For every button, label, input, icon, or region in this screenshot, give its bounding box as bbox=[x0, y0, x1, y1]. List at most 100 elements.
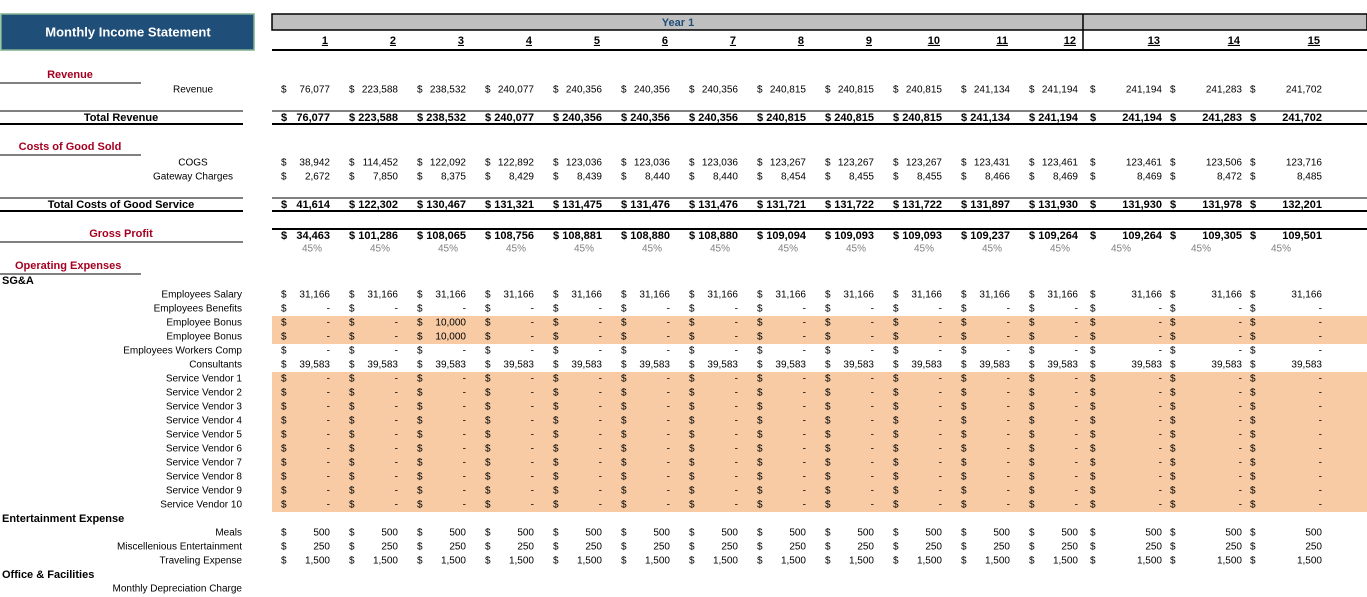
currency-sign: $ bbox=[1090, 374, 1096, 385]
currency-sign: $ bbox=[485, 388, 491, 399]
currency-sign: $ bbox=[1029, 500, 1035, 511]
row-label: Employees Salary bbox=[161, 290, 242, 301]
cell-value: - bbox=[1159, 472, 1162, 483]
currency-sign: $ bbox=[1250, 158, 1256, 169]
currency-sign: $ bbox=[349, 472, 355, 483]
currency-sign: $ bbox=[689, 304, 695, 315]
cell-value: - bbox=[599, 374, 602, 385]
currency-sign: $ bbox=[553, 528, 559, 539]
currency-sign: $ bbox=[349, 332, 355, 343]
currency-sign: $ bbox=[961, 458, 967, 469]
currency-sign: $ bbox=[417, 472, 423, 483]
currency-sign: $ bbox=[1250, 112, 1256, 124]
group-label: Office & Facilities bbox=[2, 569, 94, 581]
currency-sign: $ bbox=[1090, 199, 1096, 211]
cell-value: - bbox=[1159, 388, 1162, 399]
currency-sign: $ bbox=[281, 556, 287, 567]
cell-value: - bbox=[871, 500, 874, 511]
cell-value: - bbox=[803, 374, 806, 385]
cell-value: 39,583 bbox=[1211, 360, 1242, 371]
cell-value: - bbox=[1075, 472, 1078, 483]
currency-sign: $ bbox=[1250, 374, 1256, 385]
cell-value: 241,134 bbox=[974, 85, 1011, 96]
currency-sign: $ bbox=[485, 430, 491, 441]
cell-value: - bbox=[1159, 500, 1162, 511]
cell-value: 38,942 bbox=[299, 158, 330, 169]
cell-value: 109,093 bbox=[834, 230, 874, 242]
period-header: 3 bbox=[458, 35, 464, 47]
margin: 45% bbox=[982, 244, 1002, 255]
margin: 45% bbox=[914, 244, 934, 255]
cell-value: - bbox=[939, 318, 942, 329]
currency-sign: $ bbox=[621, 542, 627, 553]
period-header: 13 bbox=[1148, 35, 1160, 47]
currency-sign: $ bbox=[1090, 388, 1096, 399]
cell-value: - bbox=[463, 416, 466, 427]
cell-value: 250 bbox=[381, 542, 398, 553]
currency-sign: $ bbox=[893, 486, 899, 497]
cell-value: - bbox=[1239, 374, 1242, 385]
currency-sign: $ bbox=[1029, 199, 1035, 211]
currency-sign: $ bbox=[1029, 158, 1035, 169]
currency-sign: $ bbox=[1090, 500, 1096, 511]
currency-sign: $ bbox=[417, 112, 423, 124]
cell-value: - bbox=[1239, 458, 1242, 469]
cell-value: 131,722 bbox=[834, 199, 874, 211]
cell-value: 31,166 bbox=[911, 290, 942, 301]
cell-value: - bbox=[395, 346, 398, 357]
row-label: COGS bbox=[178, 158, 208, 169]
currency-sign: $ bbox=[553, 332, 559, 343]
cell-value: - bbox=[395, 500, 398, 511]
cell-value: 123,036 bbox=[566, 158, 603, 169]
cell-value: - bbox=[939, 402, 942, 413]
currency-sign: $ bbox=[1029, 346, 1035, 357]
cell-value: - bbox=[531, 346, 534, 357]
currency-sign: $ bbox=[825, 158, 831, 169]
currency-sign: $ bbox=[553, 318, 559, 329]
cell-value: - bbox=[531, 472, 534, 483]
cell-value: 500 bbox=[1145, 528, 1162, 539]
cell-value: - bbox=[871, 486, 874, 497]
section-heading: Costs of Good Sold bbox=[19, 141, 122, 153]
currency-sign: $ bbox=[1170, 346, 1176, 357]
currency-sign: $ bbox=[1090, 542, 1096, 553]
cell-value: - bbox=[803, 500, 806, 511]
cell-value: - bbox=[803, 458, 806, 469]
title-box bbox=[0, 13, 255, 51]
cell-value: 31,166 bbox=[1291, 290, 1322, 301]
cell-value: 250 bbox=[993, 542, 1010, 553]
currency-sign: $ bbox=[757, 416, 763, 427]
currency-sign: $ bbox=[349, 304, 355, 315]
currency-sign: $ bbox=[553, 112, 559, 124]
cell-value: 1,500 bbox=[781, 556, 806, 567]
cell-value: - bbox=[735, 472, 738, 483]
cell-value: 241,194 bbox=[1042, 85, 1079, 96]
currency-sign: $ bbox=[893, 290, 899, 301]
currency-sign: $ bbox=[1250, 402, 1256, 413]
cell-value: - bbox=[939, 486, 942, 497]
cell-value: 250 bbox=[313, 542, 330, 553]
currency-sign: $ bbox=[417, 318, 423, 329]
currency-sign: $ bbox=[961, 402, 967, 413]
cell-value: - bbox=[1007, 430, 1010, 441]
cell-value: - bbox=[1075, 374, 1078, 385]
cell-value: - bbox=[1239, 430, 1242, 441]
currency-sign: $ bbox=[553, 230, 559, 242]
currency-sign: $ bbox=[1090, 346, 1096, 357]
cell-value: 76,077 bbox=[299, 85, 330, 96]
currency-sign: $ bbox=[825, 304, 831, 315]
cell-value: 39,583 bbox=[639, 360, 670, 371]
currency-sign: $ bbox=[417, 158, 423, 169]
cell-value: - bbox=[1239, 318, 1242, 329]
cell-value: - bbox=[531, 486, 534, 497]
cell-value: 123,461 bbox=[1126, 158, 1163, 169]
cell-value: 39,583 bbox=[367, 360, 398, 371]
cell-value: - bbox=[803, 402, 806, 413]
cell-value: 240,356 bbox=[634, 85, 671, 96]
group-label: Entertainment Expense bbox=[2, 513, 124, 525]
cell-value: 39,583 bbox=[843, 360, 874, 371]
currency-sign: $ bbox=[349, 458, 355, 469]
cell-value: 41,614 bbox=[296, 199, 331, 211]
cell-value: 31,166 bbox=[503, 290, 534, 301]
